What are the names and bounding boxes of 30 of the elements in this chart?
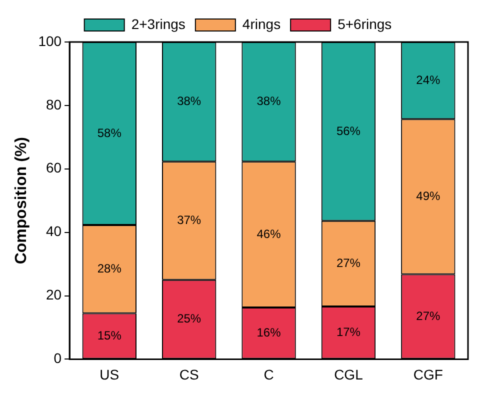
data-label: 17%	[336, 324, 361, 339]
legend-label: 4rings	[242, 16, 281, 32]
x-tick-label: CS	[179, 366, 199, 382]
data-label: 56%	[336, 124, 361, 138]
legend-label: 5+6rings	[338, 16, 392, 32]
data-label: 38%	[256, 94, 282, 108]
x-tick-label: CGL	[334, 366, 364, 382]
data-label: 58%	[97, 126, 122, 140]
data-label: 38%	[177, 94, 202, 108]
x-tick-label: C	[264, 366, 274, 382]
y-axis-title: Composition (%)	[13, 137, 30, 264]
x-tick-label: CGF	[413, 366, 443, 382]
data-label: 27%	[416, 308, 440, 323]
data-label: 15%	[97, 328, 122, 342]
data-label: 27%	[336, 256, 361, 270]
y-tick-label: 20	[46, 286, 62, 303]
y-tick-label: 100	[38, 32, 62, 49]
y-tick-label: 40	[46, 223, 62, 240]
y-tick-label: 80	[46, 96, 62, 112]
data-label: 49%	[416, 188, 440, 203]
data-label: 37%	[177, 213, 202, 228]
data-label: 16%	[256, 325, 282, 340]
data-label: 28%	[97, 261, 122, 276]
data-label: 46%	[256, 226, 282, 241]
data-label: 25%	[177, 312, 202, 326]
y-tick-label: 60	[46, 160, 62, 176]
x-tick-label: US	[100, 366, 120, 382]
legend-label: 2+3rings	[131, 16, 186, 32]
data-label: 24%	[416, 72, 440, 87]
y-tick-label: 0	[54, 350, 62, 366]
